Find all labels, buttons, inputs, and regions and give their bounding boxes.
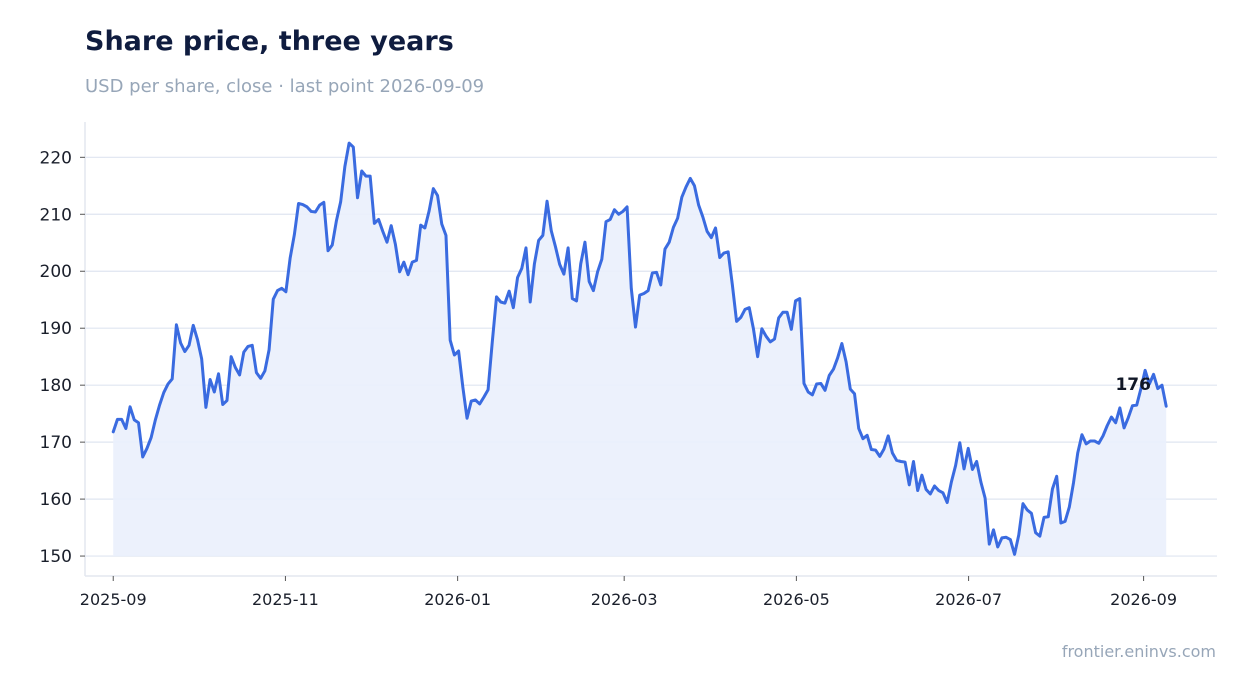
y-tick-label-160: 160 xyxy=(40,490,72,510)
x-tick-label-2025-11: 2025-11 xyxy=(252,590,319,609)
x-tick-label-2026-01: 2026-01 xyxy=(424,590,491,609)
x-tick-label-2026-07: 2026-07 xyxy=(935,590,1002,609)
y-tick-label-210: 210 xyxy=(40,205,72,225)
chart-subtitle: USD per share, close · last point 2026-0… xyxy=(85,76,485,97)
x-tick-label-2026-05: 2026-05 xyxy=(763,590,830,609)
x-tick-label-2026-09: 2026-09 xyxy=(1110,590,1177,609)
y-tick-label-220: 220 xyxy=(40,148,72,168)
axes xyxy=(84,122,1217,577)
price-area xyxy=(113,143,1167,557)
y-tick-label-190: 190 xyxy=(40,319,72,339)
y-axis-ticks: 150 160 170 180 190 200 210 220 xyxy=(40,148,85,567)
source-credit: frontier.eninvs.com xyxy=(1061,642,1216,661)
price-line xyxy=(111,141,1168,556)
y-tick-label-200: 200 xyxy=(40,262,72,282)
y-tick-label-170: 170 xyxy=(40,433,72,453)
last-value-label: 176 xyxy=(1115,375,1151,395)
x-tick-label-2025-09: 2025-09 xyxy=(80,590,147,609)
y-tick-label-150: 150 xyxy=(40,547,72,567)
y-tick-label-180: 180 xyxy=(40,376,72,396)
x-axis-ticks: 2025-09 2025-11 2026-01 2026-03 2026-05 2026-… xyxy=(80,576,1177,609)
x-tick-label-2026-03: 2026-03 xyxy=(591,590,658,609)
chart-title: Share price, three years xyxy=(85,26,454,57)
